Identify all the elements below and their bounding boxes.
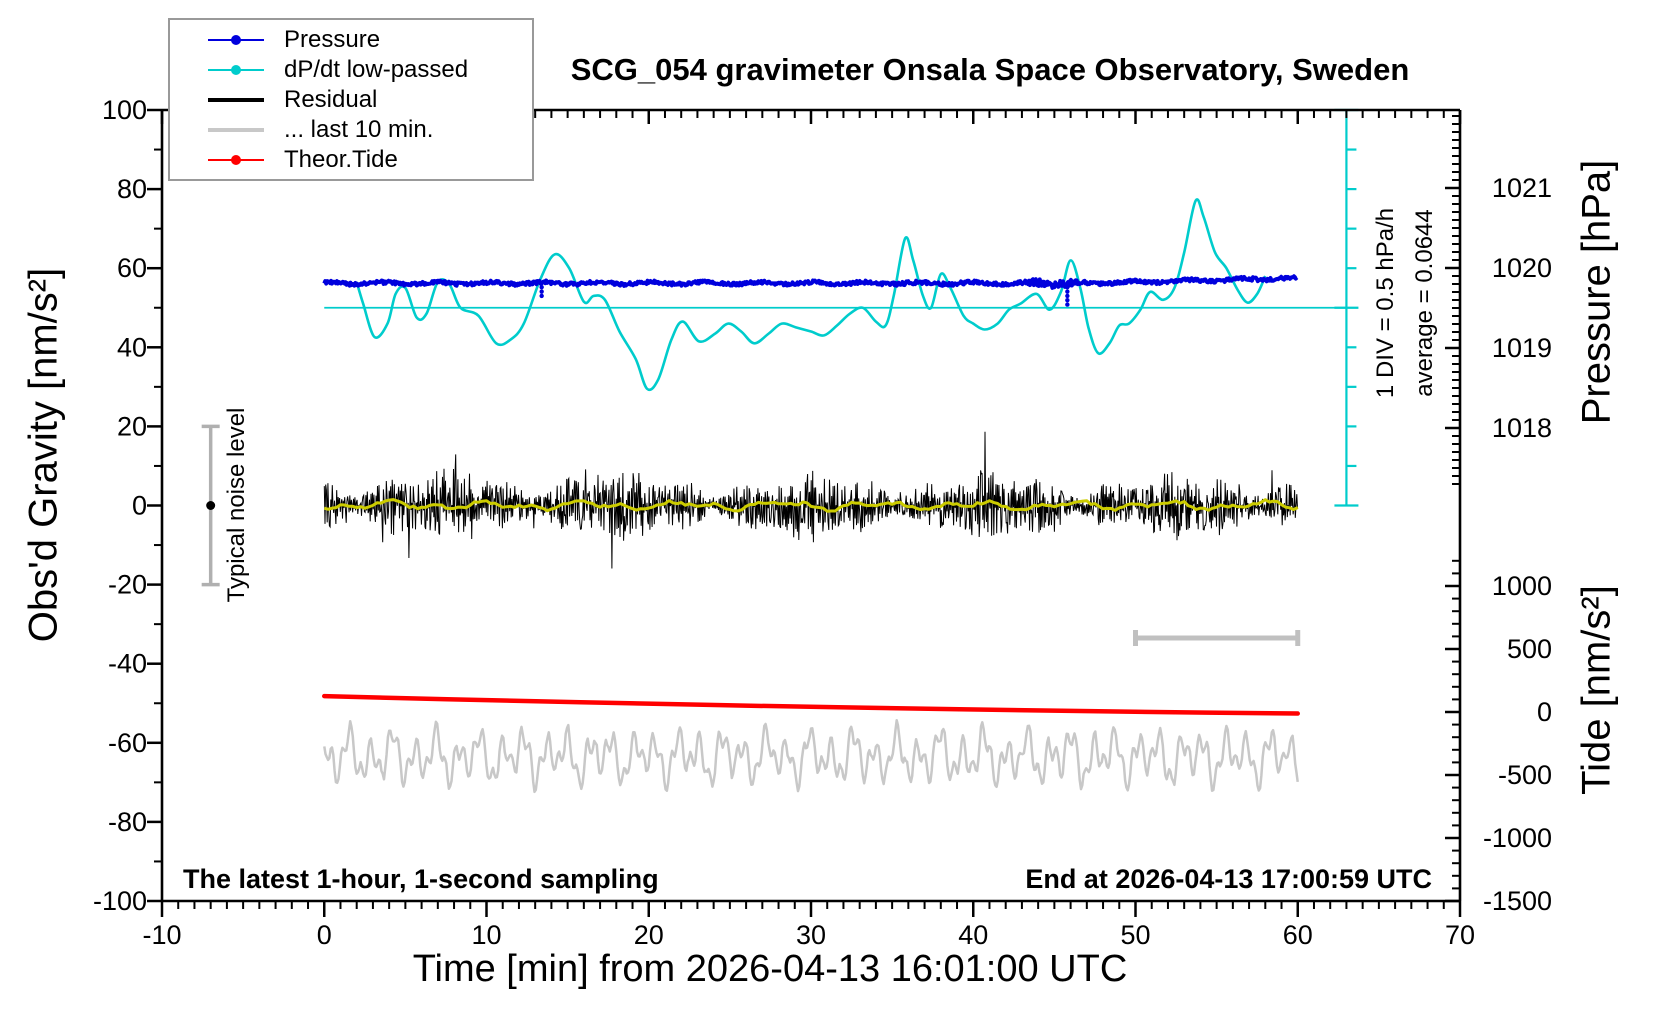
legend-item-last10: ... last 10 min.	[170, 115, 532, 145]
svg-text:1000: 1000	[1492, 571, 1552, 601]
svg-text:-10: -10	[142, 920, 181, 950]
svg-text:-500: -500	[1498, 760, 1552, 790]
svg-text:40: 40	[958, 920, 988, 950]
svg-text:-1500: -1500	[1483, 886, 1552, 916]
svg-text:10: 10	[471, 920, 501, 950]
y-axis-label-pressure: Pressure [hPa]	[1574, 159, 1619, 425]
residual-line-icon	[208, 85, 264, 115]
svg-text:0: 0	[132, 491, 147, 521]
legend-label: dP/dt low-passed	[284, 56, 469, 83]
annotation-div-scale: 1 DIV = 0.5 hPa/h	[1372, 207, 1399, 399]
svg-text:-60: -60	[108, 728, 147, 758]
series-residual	[323, 431, 1298, 569]
svg-text:40: 40	[117, 332, 147, 362]
svg-text:60: 60	[117, 253, 147, 283]
svg-text:-1000: -1000	[1483, 823, 1552, 853]
svg-text:-20: -20	[108, 570, 147, 600]
svg-text:-100: -100	[93, 886, 147, 916]
pressure-line-icon	[208, 25, 264, 55]
svg-text:20: 20	[634, 920, 664, 950]
series-last10min	[323, 718, 1299, 794]
svg-text:70: 70	[1445, 920, 1475, 950]
tide-line-icon	[208, 145, 264, 175]
legend-label: Theor.Tide	[284, 146, 398, 173]
noise-level-error-bar	[201, 424, 220, 587]
last10-line-icon	[208, 115, 264, 145]
svg-text:-40: -40	[108, 649, 147, 679]
svg-text:60: 60	[1283, 920, 1313, 950]
svg-text:-80: -80	[108, 807, 147, 837]
svg-text:30: 30	[796, 920, 826, 950]
chart-title: SCG_054 gravimeter Onsala Space Observat…	[570, 52, 1410, 87]
svg-text:0: 0	[1537, 697, 1552, 727]
svg-text:1018: 1018	[1492, 413, 1552, 443]
svg-text:1020: 1020	[1492, 253, 1552, 283]
x-axis-label: Time [min] from 2026-04-13 16:01:00 UTC	[412, 948, 1128, 990]
svg-text:20: 20	[117, 411, 147, 441]
svg-text:80: 80	[117, 174, 147, 204]
y-axis-label-tide: Tide [nm/s²]	[1574, 585, 1619, 795]
legend-item-residual: Residual	[170, 85, 532, 115]
last10-interval-bar	[1133, 629, 1301, 646]
annotation-sampling: The latest 1-hour, 1-second sampling	[183, 864, 659, 894]
legend-label: ... last 10 min.	[284, 116, 434, 143]
legend-item-dpdt: dP/dt low-passed	[170, 55, 532, 85]
annotation-end-time: End at 2026-04-13 17:00:59 UTC	[1025, 864, 1432, 894]
legend-item-tide: Theor.Tide	[170, 145, 532, 175]
legend-label: Residual	[284, 86, 378, 113]
svg-text:50: 50	[1120, 920, 1150, 950]
legend: Pressure dP/dt low-passed Residual ... l…	[168, 18, 534, 181]
y-axis-label-gravity: Obs'd Gravity [nm/s²]	[21, 267, 66, 643]
series-theor-tide	[322, 693, 1300, 716]
series-dpdt	[355, 198, 1267, 392]
axes: -10 0 10 20 30 40 50 60 70-100-80-60-40-20020406…	[93, 95, 1552, 950]
legend-item-pressure: Pressure	[170, 25, 532, 55]
svg-text:1019: 1019	[1492, 333, 1552, 363]
legend-label: Pressure	[284, 26, 381, 53]
series-residual-smoothed	[323, 498, 1299, 513]
annotation-average: average = 0.0644	[1411, 209, 1438, 397]
series-pressure	[322, 274, 1299, 307]
svg-text:100: 100	[102, 95, 147, 125]
dpdt-line-icon	[208, 55, 264, 85]
svg-text:1021: 1021	[1492, 173, 1552, 203]
svg-text:500: 500	[1507, 634, 1552, 664]
annotation-noise-level: Typical noise level	[223, 407, 250, 603]
svg-text:0: 0	[317, 920, 332, 950]
